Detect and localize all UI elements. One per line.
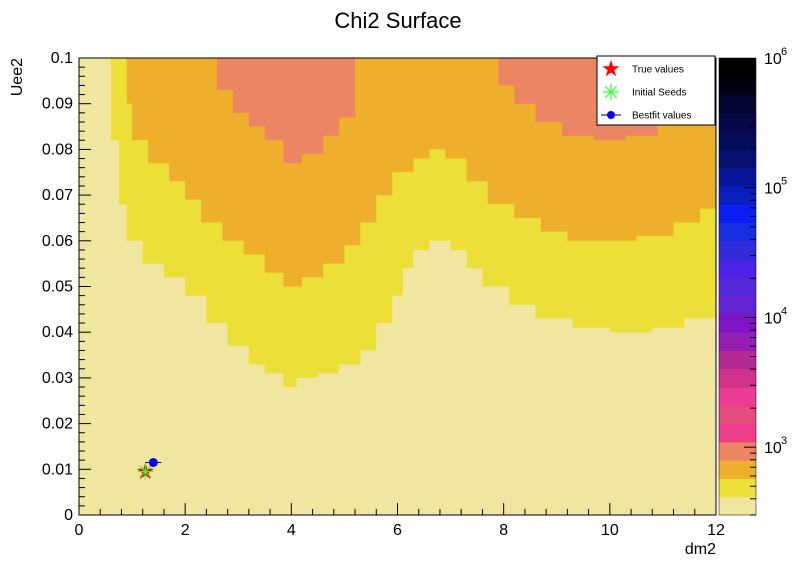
- x-tick-label: 0: [75, 522, 84, 539]
- svg-text:10: 10: [764, 181, 782, 198]
- y-axis: 0 0.01 0.02 0.03 0.04 0.05 0.06 0.07 0.08 0.09 0.1: [42, 50, 91, 524]
- contour-level-3: [206, 58, 356, 164]
- y-tick-label: 0.08: [42, 141, 73, 158]
- y-tick-label: 0.03: [42, 370, 73, 387]
- colorbar-bin: [719, 368, 756, 388]
- x-tick-label: 2: [181, 522, 190, 539]
- y-tick-label: 0.04: [42, 324, 73, 341]
- colorbar-bin: [719, 496, 756, 516]
- legend-label: True values: [632, 65, 684, 76]
- colorbar-bin: [719, 478, 756, 498]
- svg-text:5: 5: [781, 176, 787, 188]
- x-tick-label: 8: [499, 522, 508, 539]
- svg-text:10: 10: [764, 310, 782, 327]
- legend-asterisk-icon: [603, 84, 619, 100]
- colorbar-bin: [719, 149, 756, 169]
- data-markers: [136, 457, 162, 480]
- legend-star-icon: [602, 60, 620, 77]
- y-tick-label: 0: [64, 507, 73, 524]
- y-tick-label: 0.06: [42, 233, 73, 250]
- x-tick-label: 12: [707, 522, 725, 539]
- y-tick-label: 0.01: [42, 461, 73, 478]
- colorbar-bin: [719, 222, 756, 242]
- bestfit-marker: [148, 457, 158, 467]
- colorbar-bin: [719, 387, 756, 406]
- colorbar-bin: [719, 405, 756, 425]
- colorbar-bin: [719, 295, 756, 315]
- legend-circle-icon: [607, 111, 615, 119]
- colorbar-bin: [719, 94, 756, 114]
- y-tick-label: 0.09: [42, 96, 73, 113]
- x-tick-label: 4: [287, 522, 296, 539]
- y-tick-label: 0.05: [42, 279, 73, 296]
- legend-label: Bestfit values: [632, 111, 691, 122]
- colorbar-bin: [719, 441, 756, 461]
- colorbar-tick-label: 10 5: [764, 176, 787, 198]
- colorbar-tick-label: 10 3: [764, 435, 787, 457]
- colorbar-bin: [719, 112, 756, 132]
- legend-label: Initial Seeds: [632, 88, 686, 99]
- y-tick-label: 0.1: [51, 50, 73, 67]
- svg-text:10: 10: [764, 51, 782, 68]
- svg-text:6: 6: [781, 46, 787, 58]
- colorbar-bin: [719, 131, 756, 150]
- colorbar-bin: [719, 259, 756, 278]
- colorbar-bin: [719, 76, 756, 96]
- x-tick-label: 10: [601, 522, 619, 539]
- x-axis: 0 2 4 6 8 10 12: [75, 503, 725, 539]
- colorbar-bin: [719, 423, 756, 443]
- colorbar: [718, 57, 757, 516]
- colorbar-bin: [719, 240, 756, 260]
- colorbar-bin: [719, 313, 756, 333]
- colorbar-frame: [718, 57, 757, 516]
- y-tick-label: 0.07: [42, 187, 73, 204]
- x-axis-label: dm2: [685, 541, 716, 558]
- colorbar-tick-label: 10 4: [764, 305, 787, 327]
- svg-text:10: 10: [764, 440, 782, 457]
- colorbar-tick-label: 10 6: [764, 46, 787, 68]
- svg-text:3: 3: [781, 435, 787, 447]
- y-axis-label: Uee2: [9, 58, 26, 96]
- colorbar-bin: [719, 350, 756, 370]
- y-tick-label: 0.02: [42, 416, 73, 433]
- plot-area: [79, 58, 716, 515]
- colorbar-bin: [719, 167, 756, 187]
- colorbar-bin: [719, 204, 756, 224]
- colorbar-bin: [719, 332, 756, 351]
- colorbar-bin: [719, 185, 756, 205]
- x-tick-label: 6: [393, 522, 402, 539]
- colorbar-bin: [719, 277, 756, 297]
- svg-text:4: 4: [781, 305, 787, 317]
- colorbar-bin: [719, 58, 756, 77]
- colorbar-bin: [719, 460, 756, 479]
- initial-seed-marker: [137, 463, 154, 480]
- legend: True values Initial Seeds Bestfit values: [596, 55, 716, 126]
- chart-title: Chi2 Surface: [334, 8, 461, 33]
